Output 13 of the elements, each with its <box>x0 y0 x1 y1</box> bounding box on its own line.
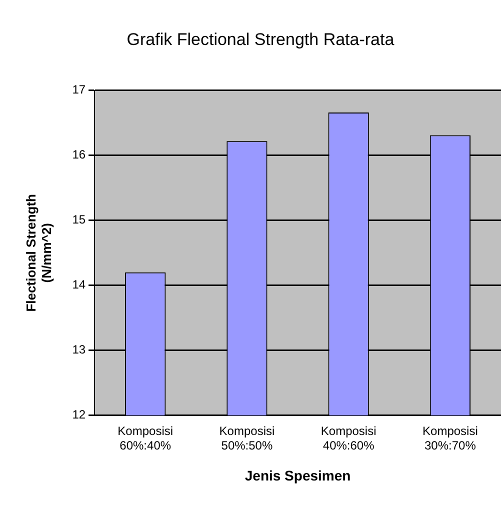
x-tick-label: Komposisi 40%:60% <box>320 424 376 452</box>
y-tick-label: 14 <box>72 278 86 292</box>
y-tick-label: 16 <box>72 148 86 162</box>
y-tick-label: 15 <box>72 212 86 227</box>
y-tick-label: 12 <box>72 408 86 422</box>
x-tick-label: Komposisi 60%:40% <box>118 424 174 452</box>
x-axis-title: Jenis Spesimen <box>244 467 351 484</box>
chart-title: Grafik Flectional Strength Rata-rata <box>126 30 395 49</box>
y-axis-title: Flectional Strength (N/mm^2) <box>23 194 54 312</box>
y-tick-label: 13 <box>72 342 86 357</box>
x-tick-label: Komposisi 50%:50% <box>219 424 275 452</box>
x-tick-label: Komposisi 30%:70% <box>422 424 478 452</box>
y-tick-label: 17 <box>72 82 86 97</box>
